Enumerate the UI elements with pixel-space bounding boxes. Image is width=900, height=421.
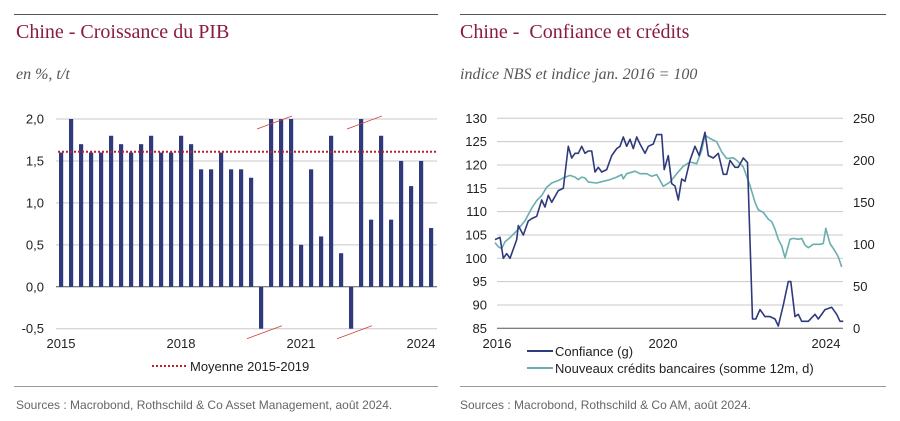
y-tick-label: 0,5	[26, 237, 44, 252]
left-y-tick-label: 85	[473, 321, 487, 336]
bar	[419, 160, 424, 287]
left-chart-title: Chine - Croissance du PIB	[16, 21, 230, 43]
left-top-rule	[14, 14, 438, 15]
bar	[379, 135, 384, 287]
bar	[169, 152, 174, 287]
bar	[299, 244, 304, 287]
right-chart-title: Chine - Confiance et crédits	[460, 21, 690, 43]
x-tick-label: 2015	[47, 336, 76, 351]
right-y-tick-label: 100	[853, 237, 875, 252]
bar	[399, 160, 404, 287]
confidence-line	[494, 131, 844, 327]
bar	[289, 119, 294, 287]
bar	[359, 119, 364, 287]
bar	[129, 152, 134, 287]
x-tick-label: 2024	[812, 336, 841, 351]
bar	[59, 152, 64, 287]
y-tick-label: 2,0	[26, 112, 44, 127]
bar	[89, 152, 94, 287]
x-tick-label: 2016	[483, 336, 512, 351]
bar	[339, 253, 344, 287]
bar	[109, 135, 114, 287]
left-y-tick-label: 110	[466, 204, 487, 219]
y-tick-label: -0,5	[22, 321, 44, 336]
bar	[119, 144, 124, 287]
left-source: Sources : Macrobond, Rothschild & Co Ass…	[16, 398, 393, 412]
bar	[79, 144, 84, 287]
legend-label-mean: Moyenne 2015-2019	[190, 359, 309, 374]
bar	[199, 169, 204, 287]
right-y-tick-label: 250	[853, 111, 875, 126]
bar	[369, 219, 374, 287]
bar	[139, 144, 144, 287]
x-tick-label: 2024	[407, 336, 436, 351]
right-y-tick-label: 0	[853, 321, 860, 336]
right-y-tick-label: 50	[853, 279, 867, 294]
left-chart-subtitle: en %, t/t	[16, 66, 70, 83]
y-tick-label: 1,5	[26, 153, 44, 168]
left-y-tick-label: 90	[473, 297, 487, 312]
axis-break-mark	[346, 115, 383, 130]
x-tick-label: 2021	[287, 336, 316, 351]
left-y-tick-label: 125	[465, 134, 487, 149]
bar	[149, 135, 154, 287]
right-chart-subtitle: indice NBS et indice jan. 2016 = 100	[460, 66, 698, 83]
axis-break-mark	[256, 115, 293, 130]
left-y-tick-label: 95	[473, 274, 487, 289]
right-y-tick-label: 200	[853, 153, 875, 168]
bar	[229, 169, 234, 287]
left-y-tick-label: 130	[465, 111, 487, 126]
bar	[259, 286, 264, 329]
bar	[159, 152, 164, 287]
right-top-rule	[460, 14, 886, 15]
legend-label-credit: Nouveaux crédits bancaires (somme 12m, d…	[555, 361, 814, 376]
left-bottom-rule	[14, 386, 438, 387]
left-y-tick-label: 115	[466, 181, 487, 196]
right-source: Sources : Macrobond, Rothschild & Co AM,…	[460, 398, 751, 412]
bar	[309, 169, 314, 287]
legend-label-confidence: Confiance (g)	[555, 344, 633, 359]
bar	[249, 177, 254, 287]
right-y-tick-label: 150	[853, 195, 875, 210]
axis-break-mark	[246, 325, 283, 340]
right-bottom-rule	[460, 386, 886, 387]
left-y-tick-label: 105	[465, 227, 487, 242]
bar	[179, 135, 184, 287]
bar	[329, 135, 334, 287]
bar	[389, 219, 394, 287]
y-tick-label: 1,0	[26, 195, 44, 210]
bar	[69, 119, 74, 287]
bar	[409, 186, 414, 287]
bar	[239, 169, 244, 287]
x-tick-label: 2018	[167, 336, 196, 351]
bar	[319, 236, 324, 287]
left-y-tick-label: 100	[465, 251, 487, 266]
bar	[99, 152, 104, 287]
y-tick-label: 0,0	[26, 279, 44, 294]
bar	[219, 152, 224, 287]
axis-break-mark	[336, 325, 373, 340]
left-y-tick-label: 120	[465, 157, 487, 172]
bar	[209, 169, 214, 287]
x-tick-label: 2020	[649, 336, 678, 351]
credit-line	[494, 134, 843, 268]
bar	[429, 228, 434, 287]
bar	[189, 144, 194, 287]
bar	[269, 119, 274, 287]
bar	[349, 286, 354, 329]
bar	[279, 119, 284, 287]
